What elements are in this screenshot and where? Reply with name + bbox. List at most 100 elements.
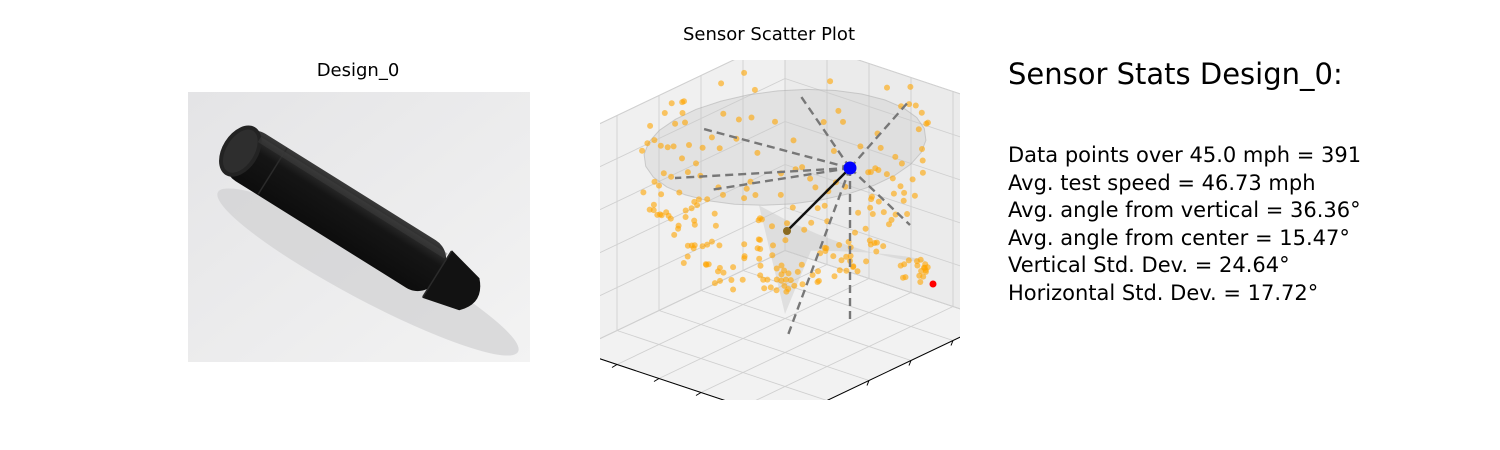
scatter-point [830, 148, 837, 154]
scatter-point [671, 231, 678, 238]
scatter-point [867, 241, 874, 248]
scatter-point [773, 276, 780, 283]
scatter-point [789, 204, 796, 211]
scatter-point [743, 185, 750, 192]
scatter-point [909, 176, 916, 183]
grid-line [784, 164, 960, 224]
scatter-point [873, 239, 880, 246]
scatter-point [684, 253, 691, 260]
scatter-point [646, 206, 653, 213]
scatter-point [901, 261, 908, 268]
scatter-point [799, 164, 806, 171]
scatter-point [769, 252, 776, 259]
scatter-point [684, 242, 691, 249]
scatter-point [688, 205, 695, 212]
scatter-point [867, 204, 874, 211]
scatter-point [703, 261, 710, 268]
scatter-point [886, 221, 892, 228]
y-tick [695, 392, 702, 396]
scatter-point [790, 137, 797, 144]
scatter-point [752, 192, 759, 198]
scatter-point [651, 137, 658, 144]
scatter-point [657, 142, 664, 149]
scatter-point [715, 268, 721, 275]
scatter-point [755, 236, 762, 243]
scatter-point [920, 273, 927, 280]
scatter-point [754, 149, 761, 156]
scatter-point [680, 260, 687, 266]
scatter-point [918, 109, 925, 116]
scatter-point [784, 220, 790, 227]
scatter-point [720, 269, 727, 276]
scatter-point [854, 268, 861, 275]
scatter-point [711, 210, 718, 217]
scatter-point [814, 279, 821, 285]
grid-line [600, 60, 735, 125]
mean-direction-line [786, 167, 851, 232]
scatter-point [676, 189, 683, 196]
scatter-point [773, 265, 780, 272]
object-shadow [217, 188, 519, 356]
scatter-point [708, 134, 715, 141]
scatter-point [880, 209, 887, 216]
x-axis-line [826, 336, 960, 400]
scatter-point [900, 197, 907, 204]
scatter-point [684, 169, 691, 176]
scatter-point [857, 143, 864, 150]
grid-line [857, 60, 960, 95]
scatter-point [757, 246, 764, 252]
scatter-point [748, 114, 755, 121]
scatter-title: Sensor Scatter Plot [682, 24, 856, 45]
scatter-point [761, 285, 768, 292]
scatter-point [877, 144, 884, 151]
stats-lines: Data points over 45.0 mph = 391 Avg. tes… [1008, 142, 1488, 308]
grid-line [600, 250, 786, 340]
scatter-point [850, 264, 857, 270]
scatter-point [815, 268, 821, 275]
stat-avg-angle-center: Avg. angle from center = 15.47° [1008, 225, 1350, 250]
scatter-point [838, 257, 845, 264]
scatter-point [782, 237, 789, 244]
guide-line [849, 167, 911, 226]
scatter-point [888, 216, 895, 223]
x-tick [950, 340, 954, 346]
scatter-point [791, 282, 798, 289]
scatter-point [778, 271, 785, 278]
guide-line [786, 167, 852, 336]
scatter-point [657, 211, 664, 218]
scatter-point [699, 243, 706, 250]
guide-line [849, 99, 911, 169]
scatter-point [699, 144, 706, 151]
scatter-point [760, 276, 767, 283]
scatter-point [884, 84, 890, 91]
scatter-point [794, 268, 801, 275]
grid-line [784, 250, 960, 310]
scatter-point [730, 286, 737, 293]
scatter-point [640, 189, 647, 196]
x-tick [866, 380, 870, 386]
scatter-point [735, 116, 742, 123]
scatter-point [821, 202, 828, 209]
scatter-point [919, 169, 926, 176]
scatter-point [758, 216, 765, 223]
scatter-point [901, 189, 908, 196]
scatter-point [682, 214, 689, 220]
scatter-point [668, 100, 675, 107]
grid-line [658, 310, 870, 381]
x-tick [908, 360, 912, 366]
scatter-point [639, 147, 646, 154]
scatter-point [883, 171, 890, 178]
y-tick [653, 378, 660, 382]
scatter-point [911, 192, 918, 199]
scatter-point [880, 243, 887, 250]
scatter-point [917, 279, 924, 285]
design-photo [188, 92, 530, 362]
scatter-point [836, 242, 843, 248]
scatter-point [809, 272, 816, 278]
scatter-point [799, 281, 806, 288]
guide-line [709, 166, 851, 192]
mean-point [843, 161, 857, 175]
stat-avg-angle-vertical: Avg. angle from vertical = 36.36° [1008, 198, 1361, 223]
scatter-point [656, 182, 662, 189]
outlier-point [929, 280, 937, 288]
